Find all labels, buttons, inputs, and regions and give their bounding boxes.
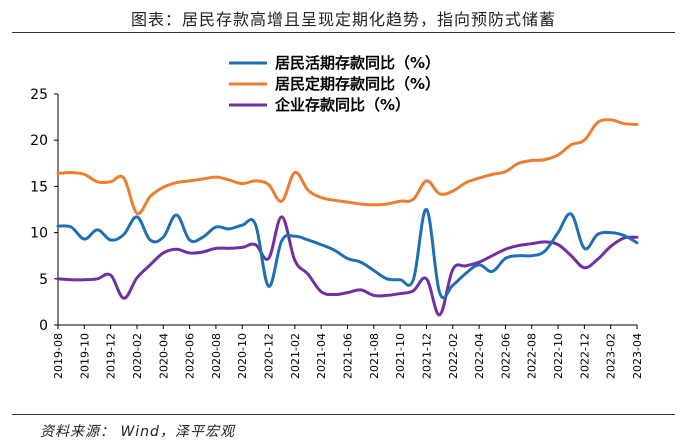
x-tick-label: 2020-06: [184, 333, 197, 379]
y-tick-label: 15: [30, 179, 48, 195]
x-tick-label: 2021-12: [420, 333, 433, 379]
chart-series: [56, 118, 639, 317]
series-line-2: [56, 215, 639, 317]
y-tick-label: 20: [30, 133, 48, 149]
y-tick-label: 25: [30, 87, 48, 103]
x-tick-label: 2020-12: [263, 333, 276, 379]
x-tick-label: 2022-12: [578, 333, 591, 379]
x-tick-label: 2022-10: [552, 333, 565, 379]
x-tick-label: 2020-10: [236, 333, 249, 379]
chart-axes: 0 5 10 15 20 25 2019-08 2019-10 2019-12 2020-02 20…: [30, 87, 644, 379]
legend-label-1: 居民定期存款同比（%）: [275, 75, 440, 93]
chart-legend: 居民活期存款同比（%） 居民定期存款同比（%） 企业存款同比（%）: [229, 54, 440, 114]
legend-label-0: 居民活期存款同比（%）: [275, 54, 440, 72]
x-tick-label: 2021-10: [394, 333, 407, 379]
x-tick-label: 2021-06: [342, 333, 355, 379]
x-tick-label: 2021-02: [289, 333, 302, 379]
x-tick-label: 2019-08: [52, 333, 65, 379]
chart-title: 图表：居民存款高增且呈现定期化趋势，指向预防式储蓄: [130, 10, 556, 29]
top-rule: [12, 32, 675, 33]
x-tick-label: 2019-10: [78, 333, 91, 379]
x-tick-label: 2020-02: [131, 333, 144, 379]
x-tick-label: 2023-02: [605, 333, 618, 379]
bottom-rule: [12, 414, 675, 415]
source-note: 资料来源： Wind，泽平宏观: [40, 424, 235, 440]
x-tick-label: 2022-02: [447, 333, 460, 379]
y-tick-label: 0: [39, 318, 48, 334]
y-tick-label: 5: [39, 272, 48, 288]
series-line-0: [56, 207, 639, 300]
x-tick-label: 2020-08: [210, 333, 223, 379]
x-tick-label: 2023-04: [631, 333, 644, 379]
x-tick-label: 2019-12: [105, 333, 118, 379]
x-tick-label: 2021-08: [368, 333, 381, 379]
series-line-1: [56, 118, 639, 216]
x-tick-label: 2021-04: [315, 333, 328, 379]
x-tick-label: 2022-04: [473, 333, 486, 379]
x-tick-label: 2022-08: [526, 333, 539, 379]
x-tick-label: 2022-06: [499, 333, 512, 379]
y-tick-label: 10: [30, 226, 48, 242]
x-tick-label: 2020-04: [157, 333, 170, 379]
legend-label-2: 企业存款同比（%）: [274, 96, 410, 114]
